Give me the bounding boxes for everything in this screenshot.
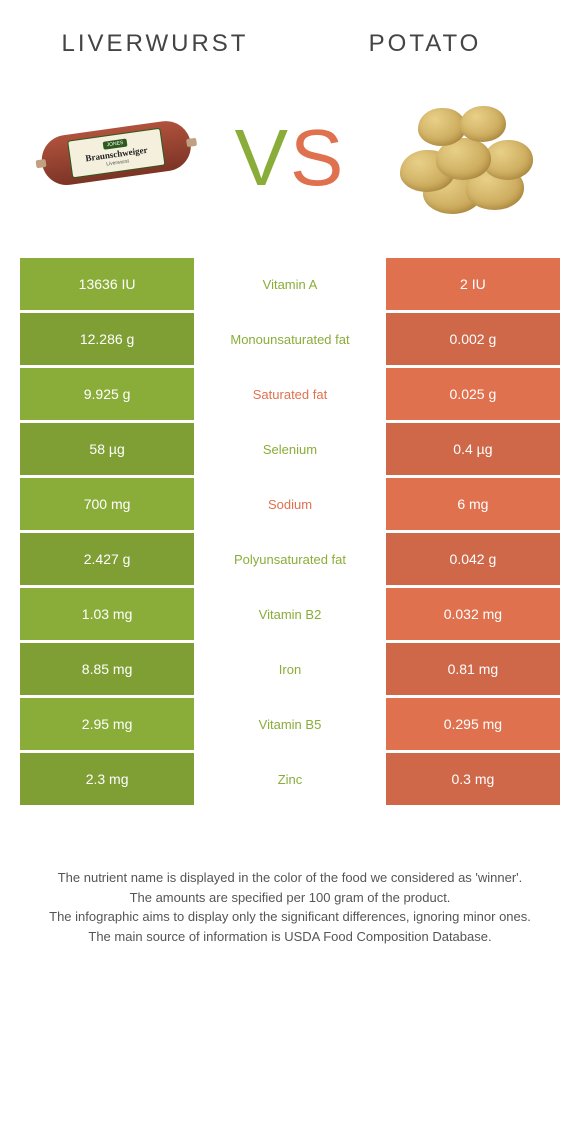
nutrient-row: 2.427 gPolyunsaturated fat0.042 g (20, 533, 560, 585)
sausage-label: JONES Braunschweiger Liverwurst (67, 128, 165, 179)
left-product-image: JONES Braunschweiger Liverwurst (30, 88, 203, 228)
nutrient-row: 8.85 mgIron0.81 mg (20, 643, 560, 695)
nutrient-right-value: 0.032 mg (386, 588, 560, 640)
vs-letter-v: V (235, 113, 290, 202)
right-product-title: Potato (290, 30, 560, 58)
nutrient-label: Zinc (194, 753, 386, 805)
nutrient-left-value: 2.3 mg (20, 753, 194, 805)
left-product-title: Liverwurst (20, 30, 290, 58)
nutrient-row: 1.03 mgVitamin B20.032 mg (20, 588, 560, 640)
nutrient-left-value: 12.286 g (20, 313, 194, 365)
titles-row: Liverwurst Potato (0, 0, 580, 68)
nutrient-left-value: 9.925 g (20, 368, 194, 420)
nutrient-right-value: 6 mg (386, 478, 560, 530)
footer-line: The infographic aims to display only the… (40, 907, 540, 927)
nutrient-left-value: 13636 IU (20, 258, 194, 310)
nutrient-row: 9.925 gSaturated fat0.025 g (20, 368, 560, 420)
nutrient-row: 700 mgSodium6 mg (20, 478, 560, 530)
nutrient-left-value: 8.85 mg (20, 643, 194, 695)
vs-letter-s: S (290, 113, 345, 202)
nutrient-left-value: 700 mg (20, 478, 194, 530)
footer-line: The main source of information is USDA F… (40, 927, 540, 947)
nutrient-label: Vitamin B2 (194, 588, 386, 640)
right-product-image (377, 88, 550, 228)
nutrient-table: 13636 IUVitamin A2 IU12.286 gMonounsatur… (0, 258, 580, 828)
potato-shape (460, 106, 506, 142)
nutrient-label: Selenium (194, 423, 386, 475)
vs-label: VS (203, 112, 376, 204)
nutrient-right-value: 0.042 g (386, 533, 560, 585)
potato-shape (418, 108, 466, 146)
nutrient-row: 2.95 mgVitamin B50.295 mg (20, 698, 560, 750)
potato-pile (388, 98, 538, 218)
nutrient-label: Vitamin B5 (194, 698, 386, 750)
nutrient-label: Sodium (194, 478, 386, 530)
nutrient-left-value: 58 µg (20, 423, 194, 475)
nutrient-right-value: 0.4 µg (386, 423, 560, 475)
nutrient-label: Vitamin A (194, 258, 386, 310)
nutrient-right-value: 0.3 mg (386, 753, 560, 805)
nutrient-label: Saturated fat (194, 368, 386, 420)
footer-line: The nutrient name is displayed in the co… (40, 868, 540, 888)
nutrient-row: 2.3 mgZinc0.3 mg (20, 753, 560, 805)
footer-line: The amounts are specified per 100 gram o… (40, 888, 540, 908)
nutrient-left-value: 2.95 mg (20, 698, 194, 750)
nutrient-right-value: 2 IU (386, 258, 560, 310)
nutrient-row: 12.286 gMonounsaturated fat0.002 g (20, 313, 560, 365)
nutrient-row: 13636 IUVitamin A2 IU (20, 258, 560, 310)
sausage-illustration: JONES Braunschweiger Liverwurst (38, 118, 195, 198)
nutrient-label: Polyunsaturated fat (194, 533, 386, 585)
nutrient-label: Iron (194, 643, 386, 695)
footer-notes: The nutrient name is displayed in the co… (0, 828, 580, 976)
nutrient-left-value: 2.427 g (20, 533, 194, 585)
nutrient-right-value: 0.295 mg (386, 698, 560, 750)
nutrient-label: Monounsaturated fat (194, 313, 386, 365)
nutrient-row: 58 µgSelenium0.4 µg (20, 423, 560, 475)
comparison-infographic: Liverwurst Potato JONES Braunschweiger L… (0, 0, 580, 976)
nutrient-left-value: 1.03 mg (20, 588, 194, 640)
image-row: JONES Braunschweiger Liverwurst VS (0, 68, 580, 258)
nutrient-right-value: 0.025 g (386, 368, 560, 420)
nutrient-right-value: 0.81 mg (386, 643, 560, 695)
nutrient-right-value: 0.002 g (386, 313, 560, 365)
